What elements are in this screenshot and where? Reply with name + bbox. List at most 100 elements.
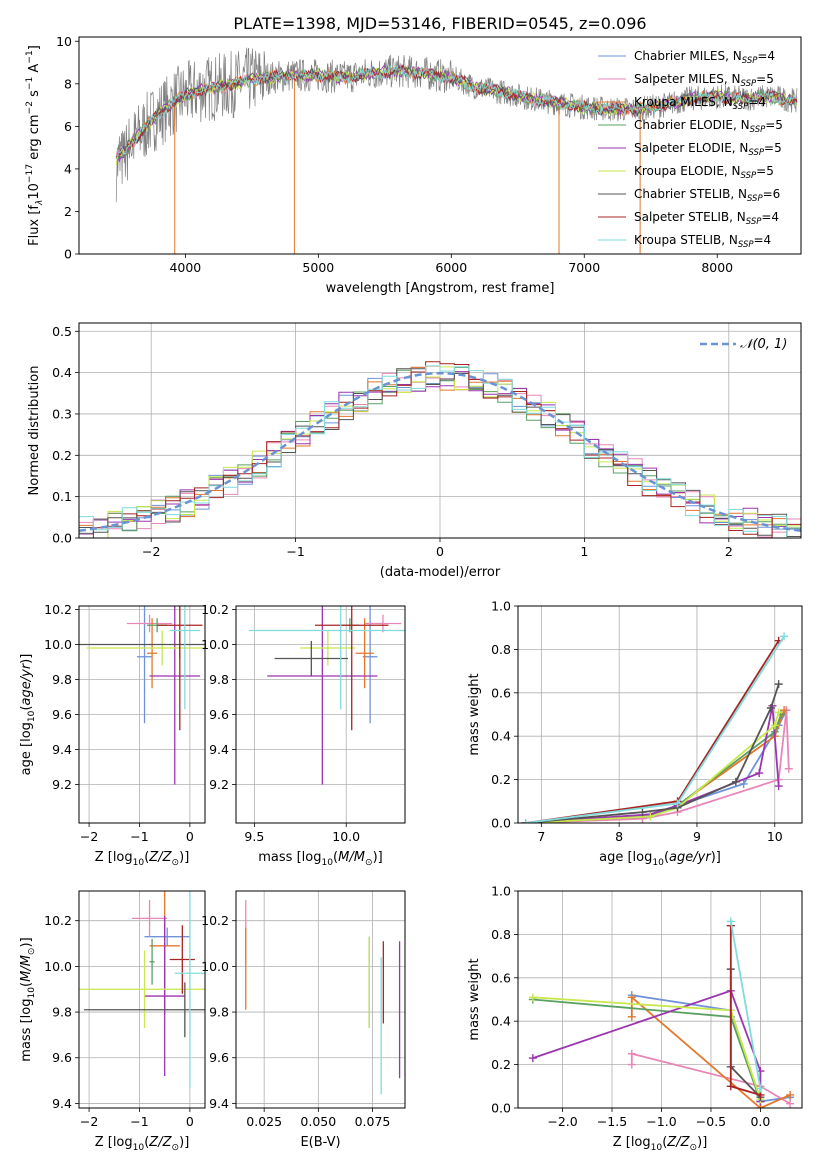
y-tick-label: 0.2 (52, 448, 72, 463)
y-tick-label: 9.4 (52, 742, 72, 757)
y-tick-label: 10.2 (201, 913, 229, 928)
weight-line (630, 995, 791, 1108)
weight-marker (786, 1090, 795, 1099)
y-tick-label: 9.2 (209, 777, 229, 792)
y-axis-label: Normed distribution (27, 366, 42, 496)
x-tick-label: 2 (725, 544, 733, 559)
weight-marker (774, 782, 783, 791)
weight-marker (638, 808, 647, 817)
weight-vs-age-panel: 7 8 9 10 0.0 0.2 0.4 0.6 0.8 1.0 age [log10(age/yr… (467, 599, 803, 868)
axes-frame (78, 890, 206, 1109)
y-tick-label: 9.4 (52, 1096, 72, 1111)
y-axis-label: mass [log10(M/M⊙)] (19, 937, 37, 1061)
x-tick-label: 7 (537, 829, 545, 844)
x-tick-label: −1 (130, 1114, 148, 1129)
x-axis-label: wavelength [Angstrom, rest frame] (326, 281, 555, 296)
y-tick-label: 1.0 (491, 884, 511, 899)
x-tick-label: 0.025 (246, 1114, 282, 1129)
x-axis-label: (data-model)/error (380, 565, 501, 580)
y-tick-label: 9.4 (209, 1096, 229, 1111)
y-tick-label: 2 (64, 204, 72, 219)
y-tick-label: 9.8 (52, 1005, 72, 1020)
weight-vs-z-panel: −2.0 −1.5 −1.0 −0.5 0.0 0.0 0.2 0.4 0.6 0.8 1.0 Z [… (467, 884, 803, 1153)
legend-label: Kroupa MILES, NSSP=4 (634, 95, 766, 112)
y-tick-label: 0.8 (491, 642, 511, 657)
x-tick-label: 1 (580, 544, 588, 559)
y-tick-label: 1.0 (491, 599, 511, 614)
legend-label: 𝒩(0, 1) (740, 337, 787, 352)
y-tick-label: 0 (64, 247, 72, 262)
weight-line (532, 998, 762, 1102)
x-tick-label: −2.0 (547, 1114, 577, 1129)
weight-marker (739, 779, 748, 788)
legend-label: Kroupa ELODIE, NSSP=5 (634, 164, 774, 181)
weight-marker (627, 1049, 636, 1058)
weight-marker (731, 777, 740, 786)
residual-histogram (79, 361, 801, 538)
y-tick-label: 0.2 (491, 772, 511, 787)
weight-line (525, 635, 785, 823)
weight-marker (784, 764, 793, 773)
plot-area (79, 606, 205, 785)
plot-area (521, 632, 793, 823)
x-tick-label: −1 (130, 829, 148, 844)
x-tick-label: 10 (767, 829, 783, 844)
legend-label: Chabrier MILES, NSSP=4 (634, 49, 775, 66)
weight-line (729, 921, 762, 1089)
x-tick-label: −2 (80, 1114, 98, 1129)
legend-label: Salpeter MILES, NSSP=5 (634, 72, 774, 89)
x-tick-label: −1 (286, 544, 304, 559)
x-axis-label: age [log10(age/yr)] (599, 850, 721, 868)
weight-marker (528, 993, 537, 1002)
model-spectrum (116, 63, 798, 160)
weight-marker (756, 1084, 765, 1093)
x-tick-label: −1.0 (646, 1114, 676, 1129)
weight-marker (774, 708, 783, 717)
plot-area (248, 606, 405, 785)
y-tick-label: 8 (64, 76, 72, 91)
x-axis-label: Z [log10(Z/Z⊙)] (95, 1135, 190, 1153)
spectrum-panel: 4000 5000 6000 7000 8000 0 2 4 6 8 10 wavelength [A… (25, 34, 802, 296)
x-tick-label: 0 (186, 829, 194, 844)
weight-line (532, 989, 762, 1102)
axes-frame (235, 605, 406, 824)
x-tick-label: 8000 (701, 260, 733, 275)
weight-marker (726, 917, 735, 926)
x-tick-label: 0.050 (300, 1114, 336, 1129)
plot-area (79, 891, 205, 1088)
y-tick-label: 9.8 (209, 1005, 229, 1020)
legend-label: Chabrier ELODIE, NSSP=5 (634, 118, 783, 135)
y-tick-label: 0.4 (491, 1014, 511, 1029)
x-tick-label: 8 (615, 829, 623, 844)
weight-marker (627, 1012, 636, 1021)
y-tick-label: 9.8 (52, 672, 72, 687)
legend-label: Salpeter ELODIE, NSSP=5 (634, 141, 782, 158)
y-tick-label: 9.8 (209, 672, 229, 687)
weight-marker (755, 769, 764, 778)
y-tick-label: 9.2 (52, 777, 72, 792)
weight-line (532, 996, 762, 1100)
axes-frame (78, 322, 802, 539)
y-axis-label: mass weight (467, 673, 482, 755)
y-tick-label: 10.2 (201, 602, 229, 617)
x-tick-label: 0 (436, 544, 444, 559)
axes-frame (517, 605, 803, 824)
normal-curve (79, 371, 801, 533)
residual-histogram (79, 365, 801, 538)
axes-frame (78, 36, 802, 255)
y-tick-label: 4 (64, 161, 72, 176)
x-tick-label: 0.0 (750, 1114, 770, 1129)
weight-line (525, 683, 780, 823)
x-tick-label: −2 (80, 829, 98, 844)
y-tick-label: 0.3 (52, 406, 72, 421)
y-tick-label: 9.6 (209, 1050, 229, 1065)
y-tick-label: 9.6 (52, 707, 72, 722)
y-tick-label: 0.4 (491, 729, 511, 744)
weight-marker (627, 993, 636, 1002)
y-tick-label: 10.0 (201, 959, 229, 974)
axes-frame (235, 890, 406, 1109)
mass-vs-ebv-panel: 0.025 0.050 0.075 9.4 9.6 9.8 10.0 10.2 E(B-V) (201, 890, 406, 1150)
weight-marker (521, 819, 530, 823)
weight-marker (726, 1082, 735, 1091)
